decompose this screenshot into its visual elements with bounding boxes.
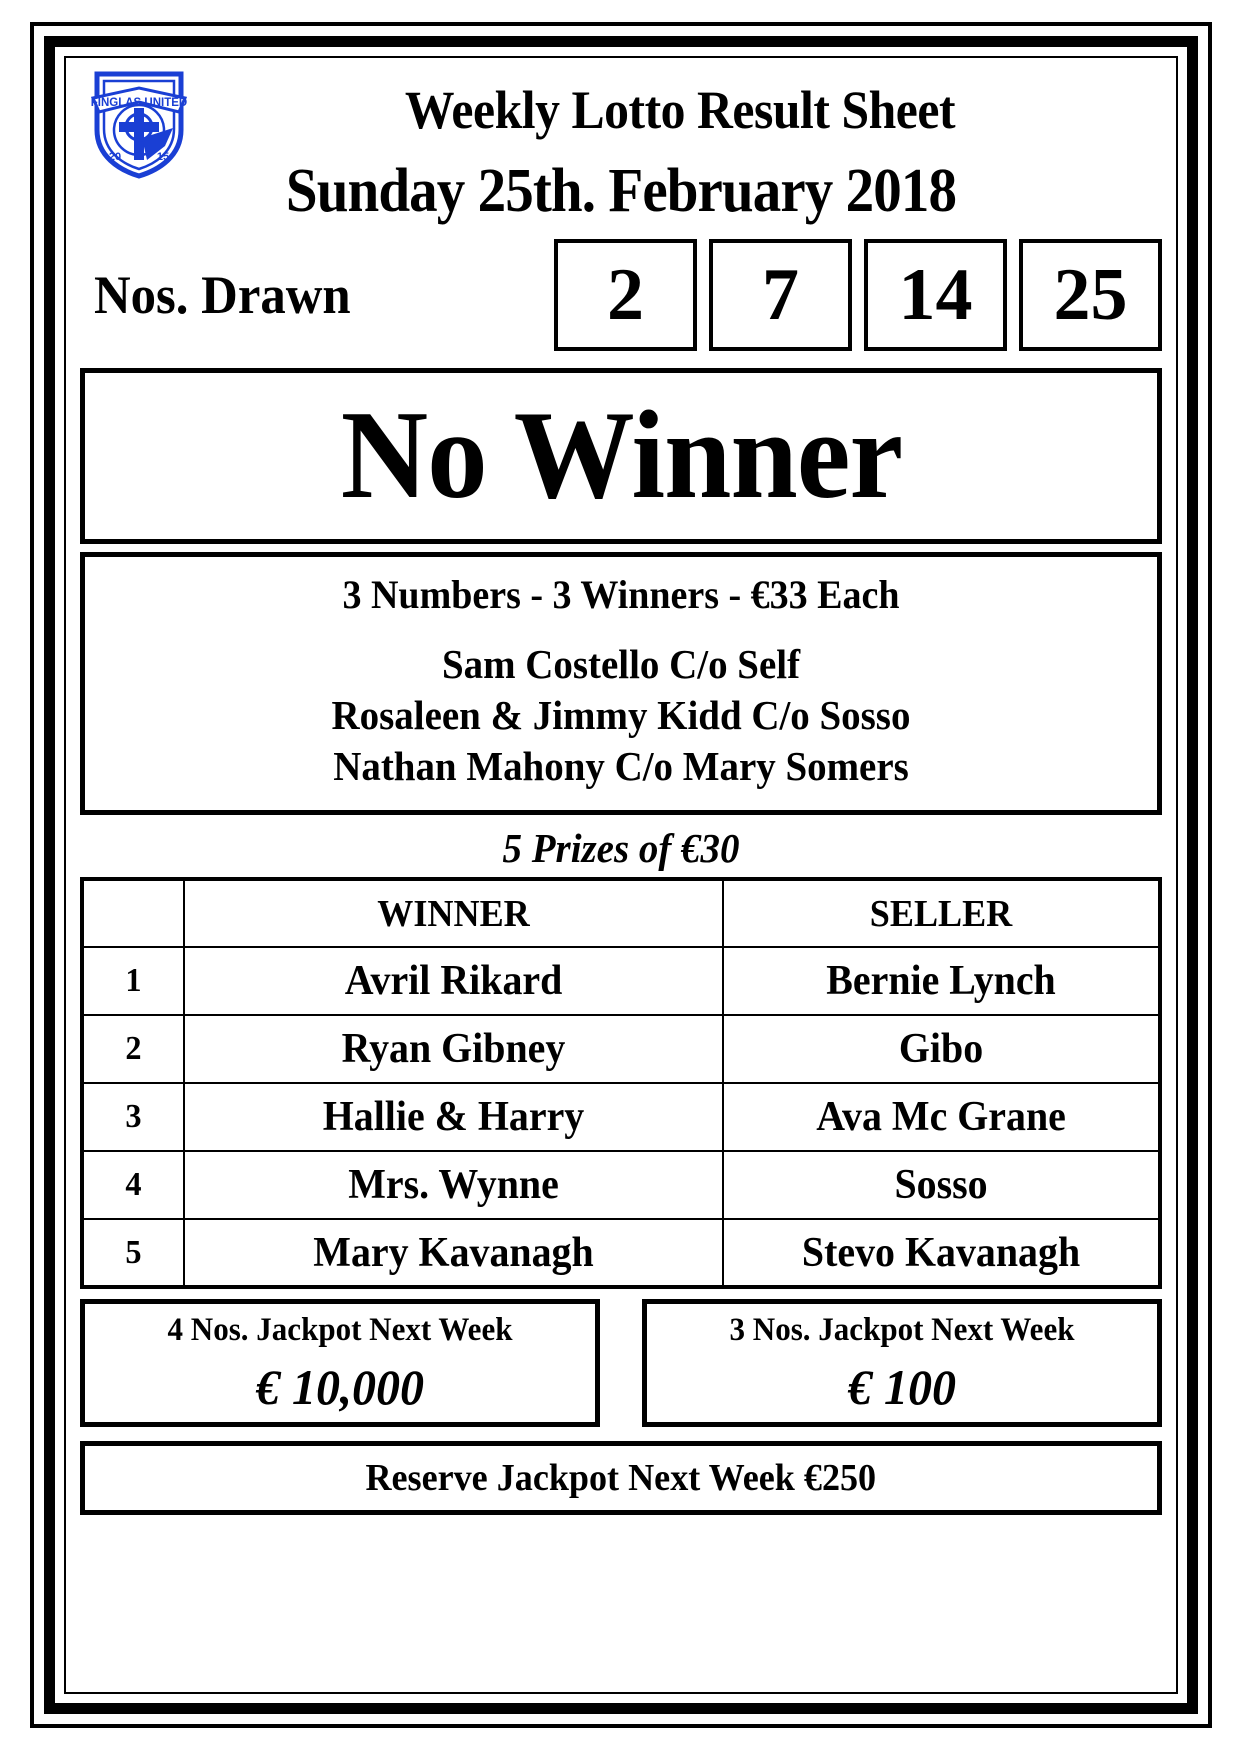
- cell-winner: Avril Rikard: [196, 946, 711, 1016]
- numbers-drawn-row: Nos. Drawn 2 7 14 25: [80, 236, 1162, 354]
- cell-winner: Hallie & Harry: [196, 1082, 711, 1152]
- crest-year-right: 15: [157, 151, 169, 163]
- sheet-header: FINGLAS UNITED 20 15 Weekly Lotto Result…: [80, 64, 1162, 179]
- drawn-number-box: 7: [709, 239, 852, 351]
- drawn-number-box: 2: [554, 239, 697, 351]
- match-three-heading: 3 Numbers - 3 Winners - €33 Each: [342, 572, 900, 617]
- outer-border-frame: FINGLAS UNITED 20 15 Weekly Lotto Result…: [30, 22, 1212, 1728]
- cell-winner: Mary Kavanagh: [196, 1218, 711, 1288]
- next-week-jackpots: 4 Nos. Jackpot Next Week € 10,000 3 Nos.…: [80, 1299, 1162, 1427]
- cell-seller: Stevo Kavanagh: [732, 1218, 1151, 1288]
- jackpot-result-banner: No Winner: [80, 368, 1162, 544]
- drawn-number-box: 25: [1019, 239, 1162, 351]
- four-numbers-jackpot-box: 4 Nos. Jackpot Next Week € 10,000: [80, 1299, 600, 1427]
- three-numbers-jackpot-amount: € 100: [848, 1359, 956, 1415]
- cell-rank: 2: [83, 1014, 183, 1084]
- column-header-winner: WINNER: [196, 878, 711, 948]
- reserve-jackpot-text: Reserve Jackpot Next Week €250: [365, 1457, 877, 1499]
- table-row: 1 Avril Rikard Bernie Lynch: [82, 946, 1160, 1016]
- page-title: Weekly Lotto Result Sheet: [404, 80, 956, 140]
- table-row: 5 Mary Kavanagh Stevo Kavanagh: [82, 1218, 1160, 1288]
- cell-rank: 4: [83, 1150, 183, 1220]
- jackpot-result-text: No Winner: [340, 386, 903, 525]
- numbers-drawn-boxes: 2 7 14 25: [387, 239, 1162, 351]
- table-row: 2 Ryan Gibney Gibo: [82, 1014, 1160, 1084]
- table-row: 3 Hallie & Harry Ava Mc Grane: [82, 1082, 1160, 1152]
- four-numbers-jackpot-amount: € 10,000: [256, 1359, 424, 1415]
- table-header-row: WINNER SELLER: [82, 878, 1160, 948]
- cell-seller: Gibo: [732, 1014, 1151, 1084]
- cell-rank: 3: [83, 1082, 183, 1152]
- match-three-block: 3 Numbers - 3 Winners - €33 Each Sam Cos…: [80, 552, 1162, 815]
- cell-seller: Sosso: [732, 1150, 1151, 1220]
- four-numbers-jackpot-label: 4 Nos. Jackpot Next Week: [167, 1312, 513, 1348]
- sheet-content: FINGLAS UNITED 20 15 Weekly Lotto Result…: [64, 56, 1178, 1694]
- drawn-number-box: 14: [864, 239, 1007, 351]
- club-crest: FINGLAS UNITED 20 15: [80, 64, 198, 180]
- cell-rank: 5: [83, 1218, 183, 1288]
- match-three-winner: Sam Costello C/o Self: [441, 641, 801, 687]
- table-row: 4 Mrs. Wynne Sosso: [82, 1150, 1160, 1220]
- three-numbers-jackpot-label: 3 Nos. Jackpot Next Week: [729, 1312, 1075, 1348]
- inner-border-frame: FINGLAS UNITED 20 15 Weekly Lotto Result…: [44, 36, 1198, 1714]
- cell-winner: Mrs. Wynne: [196, 1150, 711, 1220]
- numbers-drawn-label: Nos. Drawn: [94, 265, 351, 325]
- reserve-jackpot-bar: Reserve Jackpot Next Week €250: [80, 1441, 1162, 1515]
- crest-year-left: 20: [109, 151, 121, 163]
- match-three-winner-list: Sam Costello C/o Self Rosaleen & Jimmy K…: [95, 639, 1147, 792]
- prizes-table: WINNER SELLER 1 Avril Rikard Bernie Lync…: [80, 877, 1162, 1289]
- match-three-winner: Rosaleen & Jimmy Kidd C/o Sosso: [331, 692, 911, 738]
- cell-winner: Ryan Gibney: [196, 1014, 711, 1084]
- three-numbers-jackpot-box: 3 Nos. Jackpot Next Week € 100: [642, 1299, 1162, 1427]
- prizes-caption: 5 Prizes of €30: [502, 825, 740, 871]
- draw-date: Sunday 25th. February 2018: [285, 157, 957, 225]
- match-three-winner: Nathan Mahony C/o Mary Somers: [333, 743, 909, 789]
- column-header-seller: SELLER: [732, 878, 1151, 948]
- crest-banner-text: FINGLAS UNITED: [91, 97, 187, 109]
- column-header-rank: [83, 878, 183, 948]
- cell-seller: Bernie Lynch: [732, 946, 1151, 1016]
- finglas-united-crest-icon: FINGLAS UNITED 20 15: [91, 71, 187, 179]
- cell-rank: 1: [83, 946, 183, 1016]
- cell-seller: Ava Mc Grane: [732, 1082, 1151, 1152]
